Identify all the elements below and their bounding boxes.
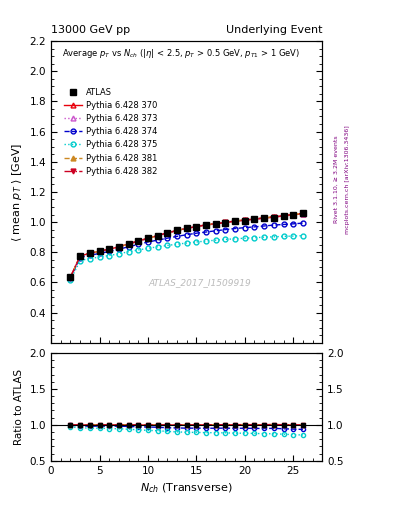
- Text: ATLAS_2017_I1509919: ATLAS_2017_I1509919: [149, 278, 252, 287]
- Text: Average $p_T$ vs $N_{ch}$ ($|\eta|$ < 2.5, $p_T$ > 0.5 GeV, $p_{T1}$ > 1 GeV): Average $p_T$ vs $N_{ch}$ ($|\eta|$ < 2.…: [62, 47, 300, 60]
- Text: Rivet 3.1.10, ≥ 3.2M events: Rivet 3.1.10, ≥ 3.2M events: [334, 135, 338, 223]
- Text: mcplots.cern.ch [arXiv:1306.3436]: mcplots.cern.ch [arXiv:1306.3436]: [345, 125, 350, 233]
- Text: Underlying Event: Underlying Event: [226, 25, 322, 35]
- Y-axis label: $\langle$ mean $p_T$ $\rangle$ [GeV]: $\langle$ mean $p_T$ $\rangle$ [GeV]: [10, 142, 24, 242]
- Y-axis label: Ratio to ATLAS: Ratio to ATLAS: [14, 369, 24, 445]
- X-axis label: $N_{ch}$ (Transverse): $N_{ch}$ (Transverse): [140, 481, 233, 495]
- Legend: ATLAS, Pythia 6.428 370, Pythia 6.428 373, Pythia 6.428 374, Pythia 6.428 375, P: ATLAS, Pythia 6.428 370, Pythia 6.428 37…: [61, 84, 160, 179]
- Text: 13000 GeV pp: 13000 GeV pp: [51, 25, 130, 35]
